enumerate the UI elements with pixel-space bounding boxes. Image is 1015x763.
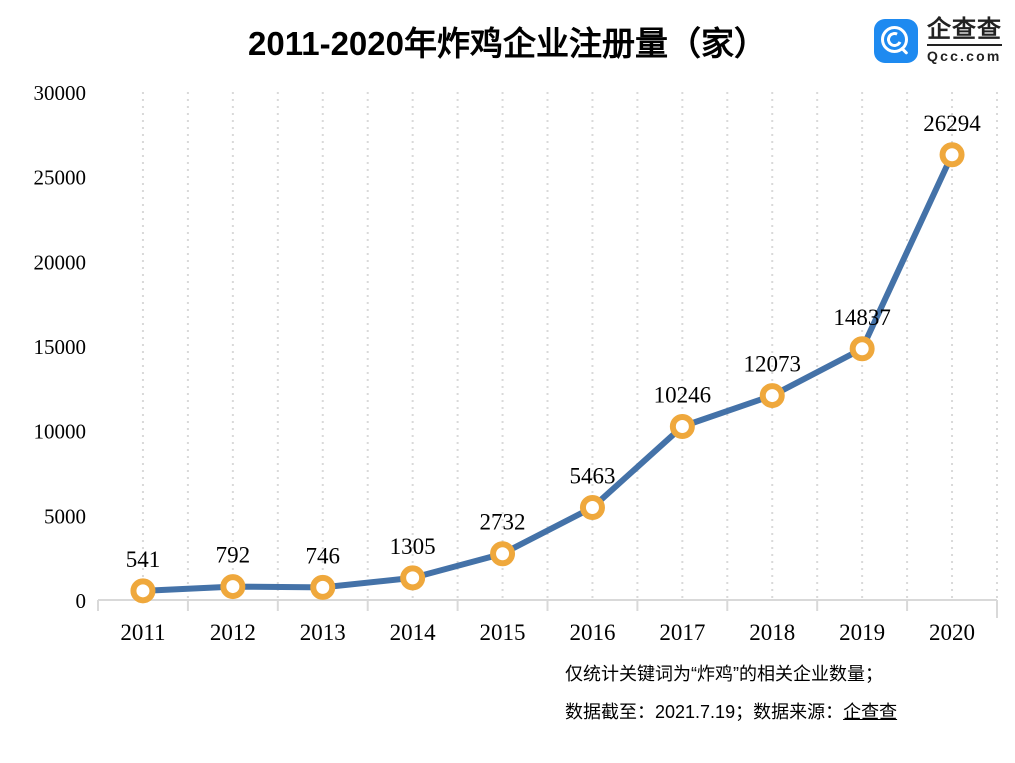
data-point-label: 14837	[833, 305, 891, 330]
data-point-marker[interactable]	[400, 565, 426, 591]
x-axis-tick-label: 2015	[480, 620, 526, 645]
x-axis-labels-group: 2011 2012 2013 2014 2015 2016 2017 2018 2019 2020	[120, 620, 975, 645]
brand-name-en: Qcc.com	[927, 48, 1002, 64]
data-point-marker[interactable]	[579, 494, 605, 520]
footnote-scope: 仅统计关键词为“炸鸡”的相关企业数量；	[565, 664, 883, 684]
y-axis-tick-label: 30000	[34, 81, 87, 105]
y-axis-tick-label: 10000	[34, 420, 87, 444]
data-source-link[interactable]: 企查查	[843, 702, 898, 722]
series-line	[139, 151, 956, 594]
series-markers-group	[130, 142, 965, 604]
x-axis-tick-label: 2011	[120, 620, 165, 645]
x-axis-tick-label: 2016	[569, 620, 615, 645]
data-point-marker[interactable]	[849, 336, 875, 362]
data-point-label: 2732	[480, 510, 526, 535]
brand-name-cn: 企查查	[927, 18, 1002, 46]
logo-outer-ring	[881, 25, 908, 53]
x-axis-tick-label: 2013	[300, 620, 346, 645]
y-axis-labels-group: 0 5000 10000 15000 20000 25000 30000	[34, 81, 87, 613]
x-axis-tick-label: 2020	[929, 620, 975, 645]
footnote-source-prefix: 数据截至：2021.7.19；数据来源：	[565, 702, 844, 722]
chart-plot-area: 0 5000 10000 15000 20000 25000 30000 2011 2012 2…	[0, 78, 1015, 648]
x-axis-tick-label: 2014	[390, 620, 437, 645]
data-point-marker[interactable]	[669, 414, 695, 440]
data-point-label: 541	[126, 547, 161, 572]
footnote-source: 数据截至：2021.7.19；数据来源：企查查	[565, 693, 1005, 731]
data-point-marker[interactable]	[310, 574, 336, 600]
data-point-label: 10246	[654, 383, 712, 408]
x-tick-marks-group	[97, 600, 998, 611]
qcc-magnifier-logo-icon	[874, 18, 918, 63]
y-axis-tick-label: 0	[76, 589, 87, 613]
data-point-label: 12073	[744, 352, 802, 377]
x-axis-tick-label: 2017	[659, 620, 705, 645]
data-point-marker[interactable]	[759, 383, 785, 409]
y-axis-tick-label: 15000	[34, 335, 87, 359]
series-data-labels-group: 541 792 746 1305 2732 5463 10246 12073 14837 2629…	[126, 111, 982, 572]
series-line-group	[139, 151, 956, 594]
brand-text: 企查查 Qcc.com	[927, 18, 1002, 63]
data-point-label: 26294	[923, 111, 981, 136]
data-point-label: 746	[306, 543, 341, 568]
x-axis-tick-label: 2018	[749, 620, 795, 645]
x-axis-tick-label: 2012	[210, 620, 256, 645]
y-axis-tick-label: 25000	[34, 166, 87, 190]
y-axis-tick-label: 5000	[44, 504, 86, 528]
data-point-label: 792	[216, 543, 251, 568]
data-point-marker[interactable]	[130, 578, 156, 604]
data-point-marker[interactable]	[490, 541, 516, 567]
page-title: 2011-2020年炸鸡企业注册量（家）	[248, 25, 767, 62]
data-point-marker[interactable]	[939, 142, 965, 168]
data-point-label: 5463	[569, 463, 615, 488]
footnotes: 仅统计关键词为“炸鸡”的相关企业数量； 数据截至：2021.7.19；数据来源：…	[565, 655, 1005, 731]
data-point-marker[interactable]	[220, 574, 246, 600]
data-point-label: 1305	[390, 534, 436, 559]
brand-logo: 企查查 Qcc.com	[874, 18, 1002, 63]
chart-header: 2011-2020年炸鸡企业注册量（家） 企查查 Qcc.com	[0, 0, 1015, 78]
x-axis-tick-label: 2019	[839, 620, 885, 645]
y-axis-tick-label: 20000	[34, 250, 87, 274]
